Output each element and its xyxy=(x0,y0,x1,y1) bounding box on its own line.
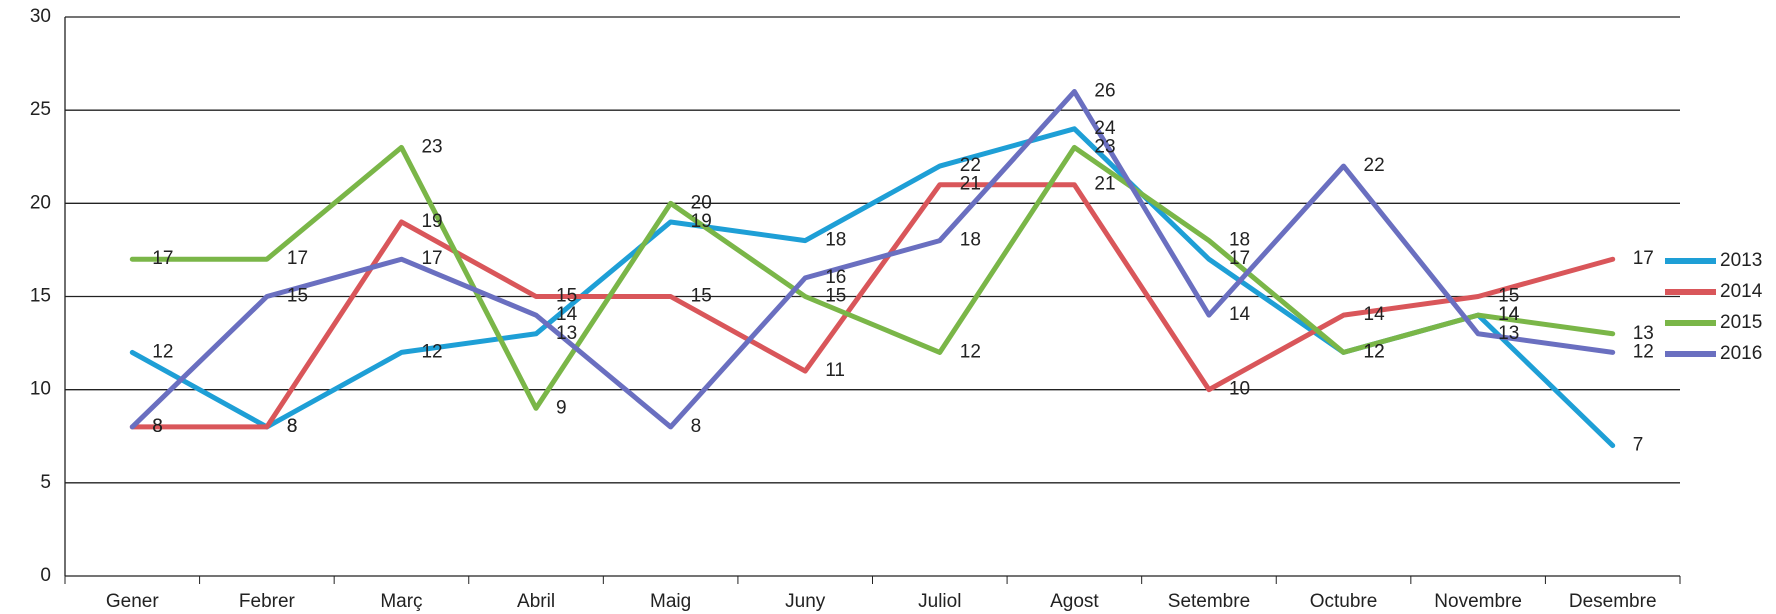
y-tick-label: 20 xyxy=(30,192,51,213)
data-label: 9 xyxy=(556,397,567,418)
data-label: 18 xyxy=(825,230,846,251)
data-label: 15 xyxy=(1498,286,1519,307)
data-label: 17 xyxy=(421,248,442,269)
data-label: 12 xyxy=(152,341,173,362)
data-label: 14 xyxy=(1364,304,1386,325)
data-label: 17 xyxy=(152,248,173,269)
data-label: 8 xyxy=(691,416,702,437)
data-label: 19 xyxy=(691,211,712,232)
x-tick-label: Febrer xyxy=(239,591,296,612)
data-label: 17 xyxy=(1229,248,1250,269)
series-line xyxy=(129,182,1616,430)
data-label: 15 xyxy=(287,286,308,307)
legend-label: 2015 xyxy=(1720,312,1762,333)
data-label: 11 xyxy=(825,360,845,381)
data-label: 18 xyxy=(960,230,981,251)
data-label: 15 xyxy=(825,286,846,307)
data-label: 15 xyxy=(556,286,577,307)
data-label: 14 xyxy=(1229,304,1251,325)
x-tick-label: Agost xyxy=(1050,591,1099,612)
data-label: 8 xyxy=(152,416,163,437)
x-tick-label: Novembre xyxy=(1434,591,1522,612)
data-label: 12 xyxy=(1364,341,1385,362)
data-label: 12 xyxy=(421,341,442,362)
x-tick-label: Octubre xyxy=(1310,591,1378,612)
data-label: 23 xyxy=(421,136,442,157)
data-label: 22 xyxy=(960,155,981,176)
legend-label: 2014 xyxy=(1720,281,1763,302)
data-label: 19 xyxy=(421,211,442,232)
x-tick-label: Gener xyxy=(106,591,159,612)
x-tick-label: Març xyxy=(380,591,422,612)
series-line xyxy=(129,89,1616,430)
data-label: 21 xyxy=(960,174,981,195)
legend-label: 2016 xyxy=(1720,343,1762,364)
legend-label: 2013 xyxy=(1720,250,1762,271)
data-label: 12 xyxy=(1364,341,1385,362)
series-line xyxy=(129,126,1616,449)
y-tick-label: 10 xyxy=(30,379,51,400)
data-label: 20 xyxy=(691,192,712,213)
y-tick-label: 15 xyxy=(30,286,51,307)
y-tick-label: 0 xyxy=(40,565,51,586)
data-label: 13 xyxy=(1498,323,1519,344)
x-tick-label: Abril xyxy=(517,591,555,612)
y-tick-label: 5 xyxy=(40,472,51,493)
x-tick-label: Juny xyxy=(785,591,826,612)
data-label: 12 xyxy=(960,341,981,362)
data-label: 17 xyxy=(1633,248,1654,269)
data-label: 14 xyxy=(1498,304,1520,325)
data-label: 26 xyxy=(1094,81,1115,102)
data-label: 21 xyxy=(1094,174,1115,195)
data-label: 14 xyxy=(1498,304,1520,325)
data-label: 13 xyxy=(556,323,577,344)
data-label: 8 xyxy=(287,416,298,437)
data-label: 18 xyxy=(1229,230,1250,251)
data-label: 24 xyxy=(1094,118,1116,139)
x-tick-label: Maig xyxy=(650,591,691,612)
y-tick-label: 25 xyxy=(30,99,51,120)
data-label: 12 xyxy=(1633,341,1654,362)
y-tick-label: 30 xyxy=(30,6,51,27)
data-label: 10 xyxy=(1229,379,1250,400)
data-label: 8 xyxy=(287,416,298,437)
data-label: 13 xyxy=(1633,323,1654,344)
data-label: 8 xyxy=(152,416,163,437)
x-tick-label: Juliol xyxy=(918,591,961,612)
x-tick-label: Desembre xyxy=(1569,591,1657,612)
x-tick-label: Setembre xyxy=(1168,591,1250,612)
series-line xyxy=(129,144,1616,411)
data-label: 17 xyxy=(287,248,308,269)
data-label: 23 xyxy=(1094,136,1115,157)
data-label: 22 xyxy=(1364,155,1385,176)
data-label: 15 xyxy=(691,286,712,307)
data-label: 14 xyxy=(556,304,578,325)
data-label: 16 xyxy=(825,267,846,288)
data-label: 7 xyxy=(1633,435,1644,456)
